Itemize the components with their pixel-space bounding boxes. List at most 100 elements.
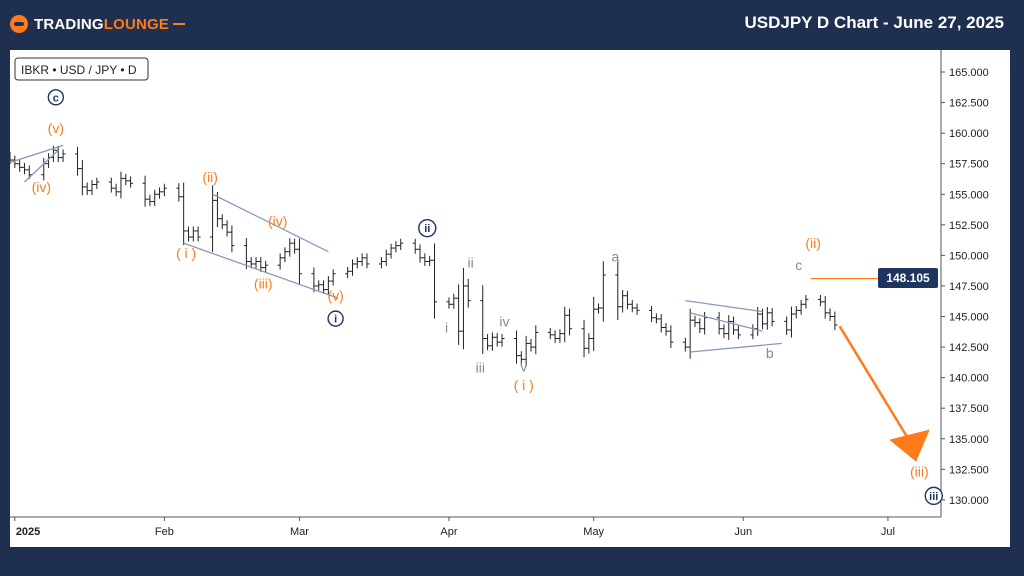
wave-overlays [9, 144, 930, 462]
ohlc-bar [721, 324, 727, 339]
ohlc-bar [615, 261, 621, 321]
ohlc-bar [89, 180, 95, 195]
ohlc-bar [214, 191, 220, 228]
ohlc-bar [620, 289, 626, 313]
y-axis: 165.000 162.500 160.000 157.500 155.000 152.5… [940, 50, 989, 517]
ohlc-bar [451, 293, 457, 309]
x-tick-label: Mar [290, 526, 309, 538]
ohlc-bar [663, 323, 669, 336]
ohlc-bar [60, 149, 66, 162]
wave-label: (iii) [254, 275, 273, 291]
ohlc-bar [485, 334, 491, 351]
ohlc-bar [118, 171, 124, 199]
ohlc-bar [94, 177, 100, 189]
chart-panel[interactable]: 165.000 162.500 160.000 157.500 155.000 152.5… [7, 50, 1010, 547]
ohlc-bar [195, 226, 201, 242]
ohlc-bar [769, 307, 775, 327]
y-tick-label: 130.000 [949, 495, 989, 507]
wave-label: (v) [327, 288, 343, 304]
x-axis: 2025 Feb Mar Apr May Jun Jul [10, 516, 941, 538]
wave-label: i [445, 319, 448, 335]
ohlc-bar [161, 183, 167, 197]
wave-label: iv [499, 313, 509, 329]
ohlc-bar [142, 175, 148, 207]
ohlc-bar [383, 249, 389, 266]
logo-underline [173, 23, 186, 25]
svg-text:i: i [334, 314, 337, 326]
ohlc-bar [75, 146, 81, 176]
ohlc-bar [591, 296, 597, 351]
ohlc-bar [388, 243, 394, 259]
ohlc-bar [832, 311, 838, 330]
ohlc-bar [345, 266, 351, 279]
ohlc-bar [224, 220, 230, 237]
y-tick-label: 137.500 [949, 403, 989, 415]
ohlc-bar [229, 225, 235, 253]
ohlc-bar [282, 247, 288, 263]
ohlc-bar [653, 313, 659, 324]
price-chart[interactable]: 165.000 162.500 160.000 157.500 155.000 152.5… [7, 50, 1010, 547]
ohlc-bar [499, 334, 505, 347]
wave-label: b [766, 345, 774, 361]
x-tick-label: Feb [155, 526, 174, 538]
ohlc-bar [248, 257, 254, 269]
ohlc-bar [393, 241, 399, 253]
ohlc-bar [219, 214, 225, 230]
ohlc-bar [760, 308, 766, 330]
y-tick-label: 135.000 [949, 434, 989, 446]
ohlc-bar [634, 303, 640, 315]
ohlc-bar [494, 332, 500, 347]
chart-title: USDJPY D Chart - June 27, 2025 [744, 13, 1004, 32]
ohlc-bar [557, 329, 563, 343]
ohlc-bar [533, 325, 539, 355]
svg-text:c: c [53, 92, 59, 104]
ohlc-bar [649, 305, 655, 323]
ohlc-bar [378, 257, 384, 269]
ohlc-bar [292, 238, 298, 254]
wave-label: ( i ) [514, 377, 534, 393]
ohlc-bar [412, 238, 418, 254]
tradinglounge-logo: TRADINGLOUNGE [10, 12, 186, 36]
y-tick-label: 165.000 [949, 67, 989, 79]
symbol-box: IBKR • USD / JPY • D [14, 57, 149, 81]
ohlc-bar [523, 335, 529, 367]
ohlc-bar [147, 194, 153, 206]
ohlc-bar [735, 325, 741, 340]
wave-label: (iv) [268, 213, 287, 229]
ohlc-bar [697, 318, 703, 334]
ohlc-bar [422, 253, 428, 266]
ohlc-bar [55, 145, 61, 163]
ohlc-bar [113, 183, 119, 197]
ohlc-bar [185, 226, 191, 242]
ohlc-bar [465, 278, 471, 308]
ohlc-bar [152, 189, 158, 207]
ohlc-bar [668, 325, 674, 348]
wave-label-circled: i [327, 310, 344, 327]
wave-label: iii [476, 360, 485, 376]
y-tick-label: 140.000 [949, 373, 989, 385]
wave-label-circled: ii [418, 218, 437, 238]
ohlc-bar [514, 330, 520, 364]
y-tick-label: 160.000 [949, 128, 989, 140]
ohlc-bar [123, 173, 129, 186]
ohlc-bar [316, 280, 322, 291]
ohlc-bar [596, 303, 602, 314]
ohlc-bar [692, 315, 698, 328]
channel-line [24, 149, 59, 183]
ohlc-bar [702, 311, 708, 335]
ohlc-bar [84, 182, 90, 195]
y-tick-label: 162.500 [949, 98, 989, 110]
ohlc-bar [210, 185, 216, 253]
x-tick-label: May [583, 526, 604, 538]
x-tick-label: Jun [734, 526, 752, 538]
ohlc-bar [817, 294, 823, 307]
y-tick-label: 152.500 [949, 220, 989, 232]
ohlc-bar [784, 316, 790, 335]
ohlc-bar [128, 176, 134, 188]
current-price: 148.105 [886, 271, 930, 285]
wave-label: ii [468, 255, 474, 271]
channel-line [212, 193, 329, 253]
ohlc-bar [562, 306, 568, 343]
y-tick-label: 157.500 [949, 159, 989, 171]
